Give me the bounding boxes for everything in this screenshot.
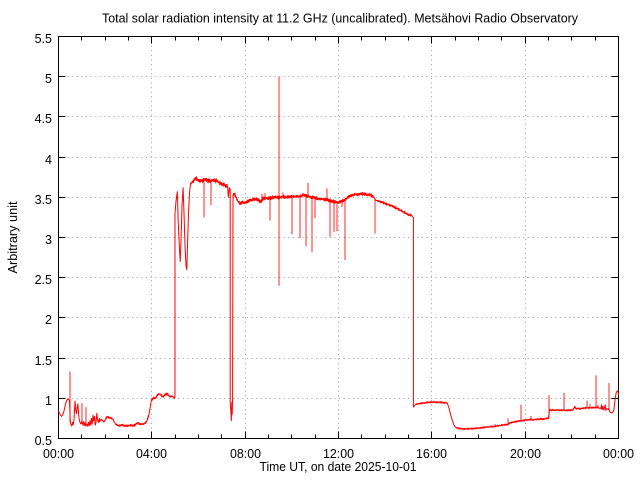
svg-text:Time UT, on date 2025-10-01: Time UT, on date 2025-10-01 bbox=[260, 460, 417, 474]
svg-text:00:00: 00:00 bbox=[43, 447, 74, 461]
svg-text:Total solar radiation intensit: Total solar radiation intensity at 11.2 … bbox=[102, 12, 579, 26]
svg-text:00:00: 00:00 bbox=[603, 447, 634, 461]
svg-text:1.5: 1.5 bbox=[35, 354, 52, 368]
svg-text:5: 5 bbox=[45, 72, 52, 86]
svg-text:4.5: 4.5 bbox=[35, 112, 52, 126]
svg-text:2.5: 2.5 bbox=[35, 273, 52, 287]
svg-text:16:00: 16:00 bbox=[416, 447, 447, 461]
svg-text:08:00: 08:00 bbox=[230, 447, 261, 461]
svg-text:0.5: 0.5 bbox=[35, 434, 52, 448]
svg-text:1: 1 bbox=[45, 394, 52, 408]
svg-text:4: 4 bbox=[45, 153, 52, 167]
svg-text:Arbitrary unit: Arbitrary unit bbox=[6, 201, 20, 274]
svg-text:20:00: 20:00 bbox=[510, 447, 541, 461]
svg-text:3.5: 3.5 bbox=[35, 193, 52, 207]
svg-text:12:00: 12:00 bbox=[323, 447, 354, 461]
svg-text:2: 2 bbox=[45, 313, 52, 327]
svg-text:5.5: 5.5 bbox=[35, 32, 52, 46]
svg-text:3: 3 bbox=[45, 233, 52, 247]
svg-text:04:00: 04:00 bbox=[136, 447, 167, 461]
